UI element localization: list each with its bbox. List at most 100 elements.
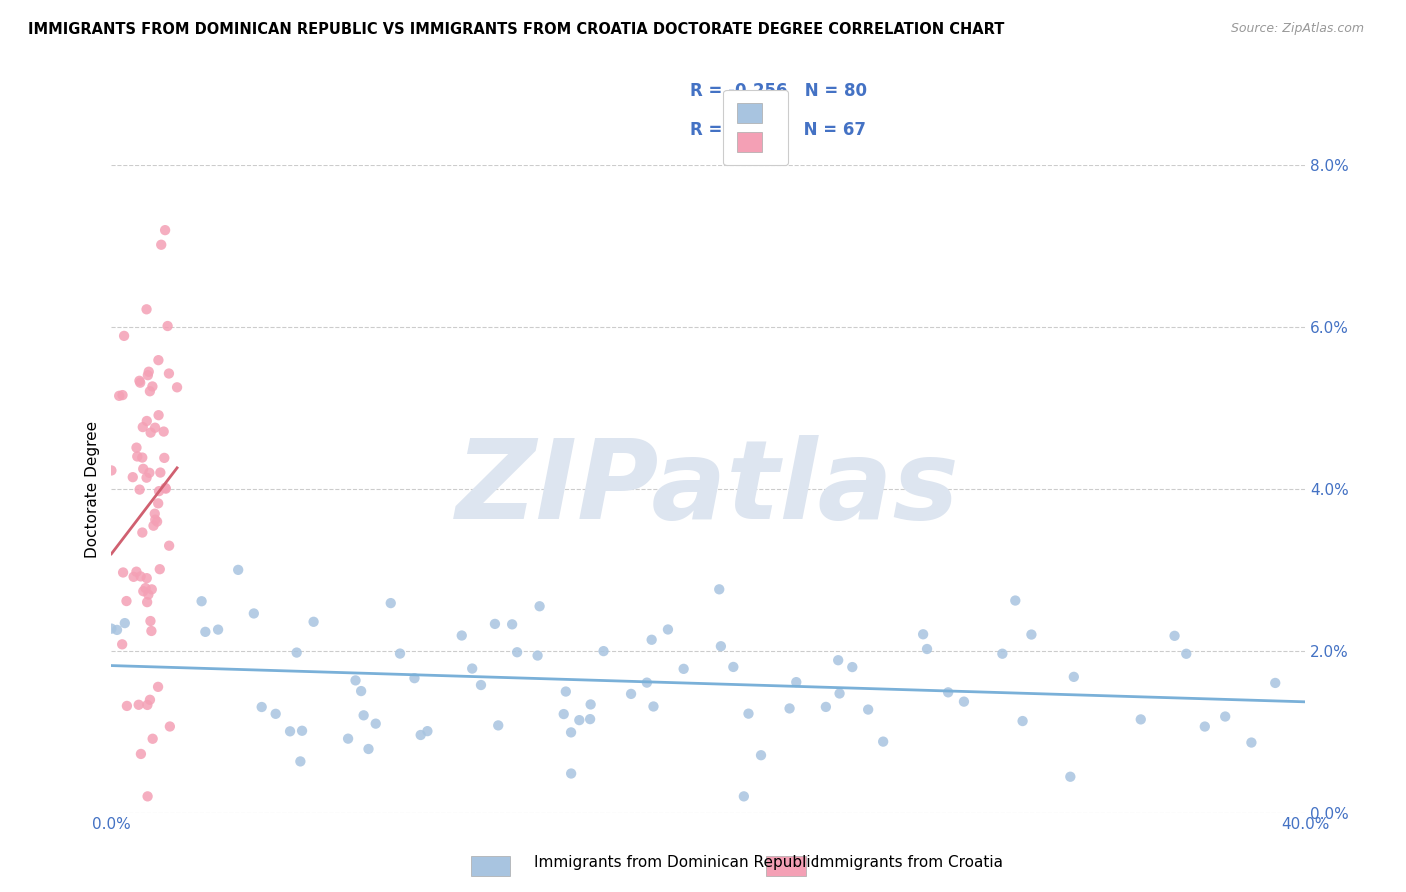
Point bbox=[264, 706, 287, 721]
Point bbox=[827, 653, 849, 667]
Point bbox=[529, 599, 551, 614]
Point bbox=[814, 700, 837, 714]
Point bbox=[127, 450, 149, 464]
Text: Immigrants from Dominican Republic: Immigrants from Dominican Republic bbox=[534, 855, 820, 870]
Point bbox=[856, 702, 879, 716]
Point bbox=[115, 698, 138, 713]
Point bbox=[936, 685, 959, 699]
Point bbox=[114, 616, 136, 631]
Point bbox=[125, 565, 148, 579]
Point bbox=[148, 484, 170, 499]
Point bbox=[364, 716, 387, 731]
Point bbox=[138, 466, 160, 480]
Point bbox=[409, 728, 432, 742]
Point bbox=[138, 588, 160, 602]
Point bbox=[1129, 713, 1152, 727]
Point bbox=[132, 462, 155, 476]
Point bbox=[243, 607, 266, 621]
Point bbox=[785, 675, 807, 690]
Point bbox=[139, 614, 162, 628]
Point bbox=[953, 695, 976, 709]
Point bbox=[135, 571, 157, 585]
Point bbox=[108, 389, 131, 403]
Point bbox=[226, 563, 249, 577]
Point bbox=[112, 566, 135, 580]
Point bbox=[501, 617, 523, 632]
Point bbox=[153, 223, 176, 237]
Point bbox=[749, 748, 772, 763]
Point bbox=[278, 724, 301, 739]
Point bbox=[709, 582, 731, 597]
Point bbox=[568, 713, 591, 727]
Point bbox=[155, 481, 177, 495]
Point bbox=[344, 673, 367, 688]
Point bbox=[166, 380, 188, 394]
Point bbox=[915, 642, 938, 657]
Point bbox=[302, 615, 325, 629]
Point bbox=[636, 675, 658, 690]
Point bbox=[143, 420, 166, 434]
Point bbox=[141, 379, 163, 393]
Point bbox=[1021, 627, 1043, 641]
Point bbox=[194, 624, 217, 639]
Point bbox=[470, 678, 492, 692]
Point bbox=[136, 698, 159, 712]
Point bbox=[111, 637, 134, 651]
Point bbox=[148, 353, 170, 368]
Point bbox=[125, 441, 148, 455]
Point bbox=[672, 662, 695, 676]
Point bbox=[131, 525, 153, 540]
Point bbox=[579, 712, 602, 726]
Point bbox=[135, 414, 157, 428]
Point bbox=[357, 742, 380, 756]
Point bbox=[149, 562, 172, 576]
Point bbox=[554, 684, 576, 698]
Legend: , : , bbox=[724, 89, 789, 165]
Point bbox=[122, 570, 145, 584]
Text: Source: ZipAtlas.com: Source: ZipAtlas.com bbox=[1230, 22, 1364, 36]
Point bbox=[733, 789, 755, 804]
Point bbox=[132, 584, 155, 599]
Point bbox=[135, 302, 157, 317]
Point bbox=[149, 466, 172, 480]
Point bbox=[141, 582, 163, 597]
Point bbox=[129, 569, 152, 583]
Point bbox=[148, 408, 170, 422]
Point bbox=[404, 671, 426, 685]
Point bbox=[620, 687, 643, 701]
Point bbox=[657, 623, 679, 637]
Point bbox=[150, 237, 173, 252]
Point bbox=[142, 731, 165, 746]
Point bbox=[141, 624, 163, 638]
Point bbox=[156, 318, 179, 333]
Point bbox=[643, 699, 665, 714]
Point bbox=[1163, 629, 1185, 643]
Point bbox=[353, 708, 375, 723]
Point bbox=[136, 595, 159, 609]
Point bbox=[121, 470, 143, 484]
Point bbox=[131, 450, 153, 465]
Point bbox=[139, 693, 162, 707]
Point bbox=[526, 648, 548, 663]
Point bbox=[190, 594, 212, 608]
Point bbox=[128, 483, 150, 497]
Point bbox=[136, 368, 159, 383]
Point bbox=[710, 639, 733, 653]
Point bbox=[350, 684, 373, 698]
Text: Immigrants from Croatia: Immigrants from Croatia bbox=[815, 855, 1004, 870]
Point bbox=[157, 367, 180, 381]
Point bbox=[146, 515, 169, 529]
Point bbox=[290, 755, 312, 769]
Point bbox=[416, 724, 439, 739]
Text: ZIPatlas: ZIPatlas bbox=[457, 435, 960, 542]
Point bbox=[484, 616, 506, 631]
Point bbox=[129, 376, 152, 390]
Point bbox=[640, 632, 662, 647]
Point bbox=[1175, 647, 1198, 661]
Point bbox=[1011, 714, 1033, 728]
Point bbox=[105, 623, 128, 637]
Point bbox=[146, 680, 169, 694]
Point bbox=[138, 365, 160, 379]
Point bbox=[380, 596, 402, 610]
Point bbox=[128, 374, 150, 388]
